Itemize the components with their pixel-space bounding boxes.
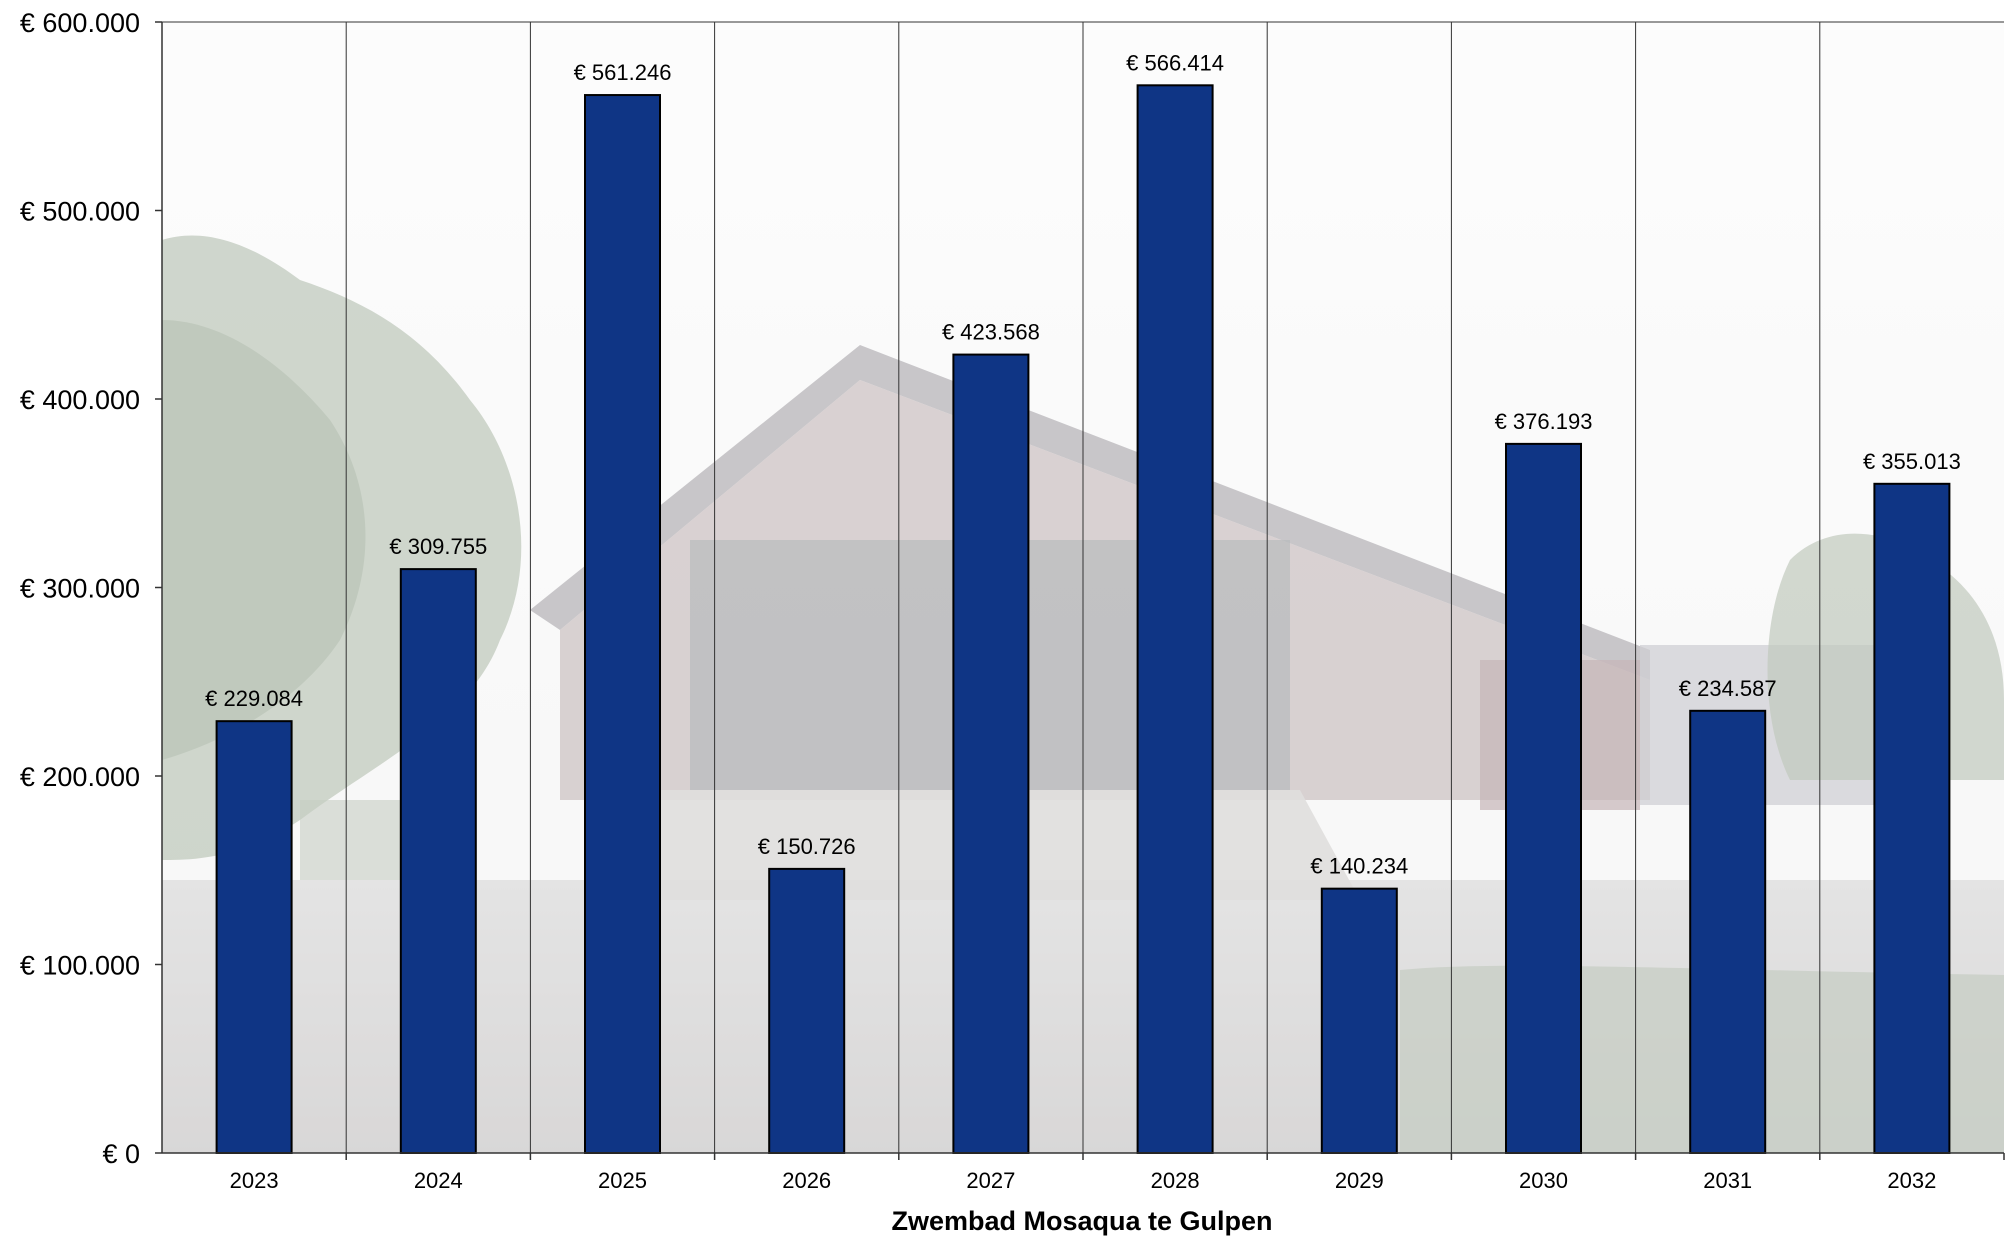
bar-2025 bbox=[584, 94, 661, 1155]
bar-2032 bbox=[1873, 482, 1951, 1155]
data-label-2024: € 309.755 bbox=[389, 534, 487, 559]
x-axis-title: Zwembad Mosaqua te Gulpen bbox=[891, 1206, 1272, 1236]
data-label-2026: € 150.726 bbox=[758, 834, 856, 859]
x-tick-labels: 2023 2024 2025 2026 2027 2028 2029 2030 2031 2032 bbox=[230, 1153, 2005, 1193]
y-tick-label: € 0 bbox=[102, 1139, 140, 1169]
x-tick-label-2028: 2028 bbox=[1151, 1168, 1200, 1193]
x-tick-label-2027: 2027 bbox=[966, 1168, 1015, 1193]
bar-2024 bbox=[399, 568, 477, 1154]
data-label-2028: € 566.414 bbox=[1126, 50, 1224, 75]
data-label-2030: € 376.193 bbox=[1495, 409, 1593, 434]
data-labels: € 229.084 € 309.755 € 561.246 € 150.726 € 42… bbox=[205, 50, 1961, 878]
data-label-2031: € 234.587 bbox=[1679, 676, 1777, 701]
y-tick-label: € 100.000 bbox=[20, 951, 140, 981]
x-tick-label-2031: 2031 bbox=[1703, 1168, 1752, 1193]
data-label-2023: € 229.084 bbox=[205, 686, 303, 711]
category-gridlines bbox=[345, 22, 1821, 1153]
x-tick-label-2025: 2025 bbox=[598, 1168, 647, 1193]
y-tick-labels: € 0 € 100.000 € 200.000 € 300.000 € 400.000 €… bbox=[20, 8, 162, 1169]
data-label-2032: € 355.013 bbox=[1863, 449, 1961, 474]
bar-2027 bbox=[952, 353, 1030, 1154]
bar-2028 bbox=[1136, 84, 1214, 1155]
data-label-2027: € 423.568 bbox=[942, 320, 1040, 345]
x-tick-label-2024: 2024 bbox=[414, 1168, 463, 1193]
y-tick-label: € 200.000 bbox=[20, 762, 140, 792]
x-tick-label-2023: 2023 bbox=[230, 1168, 279, 1193]
x-tick-label-2026: 2026 bbox=[782, 1168, 831, 1193]
x-tick-label-2029: 2029 bbox=[1335, 1168, 1384, 1193]
y-tick-label: € 300.000 bbox=[20, 574, 140, 604]
data-label-2029: € 140.234 bbox=[1310, 854, 1408, 879]
data-label-2025: € 561.246 bbox=[574, 60, 672, 85]
bar-2030 bbox=[1505, 442, 1582, 1154]
y-tick-label: € 500.000 bbox=[20, 197, 140, 227]
bar-2029 bbox=[1320, 887, 1398, 1155]
y-tick-label: € 400.000 bbox=[20, 385, 140, 415]
x-tick-label-2032: 2032 bbox=[1887, 1168, 1936, 1193]
bar-2023 bbox=[215, 720, 293, 1154]
bar-2031 bbox=[1689, 709, 1767, 1155]
y-tick-label: € 600.000 bbox=[20, 8, 140, 38]
bars bbox=[215, 84, 1951, 1155]
x-tick-label-2030: 2030 bbox=[1519, 1168, 1568, 1193]
bar-2026 bbox=[768, 867, 846, 1154]
